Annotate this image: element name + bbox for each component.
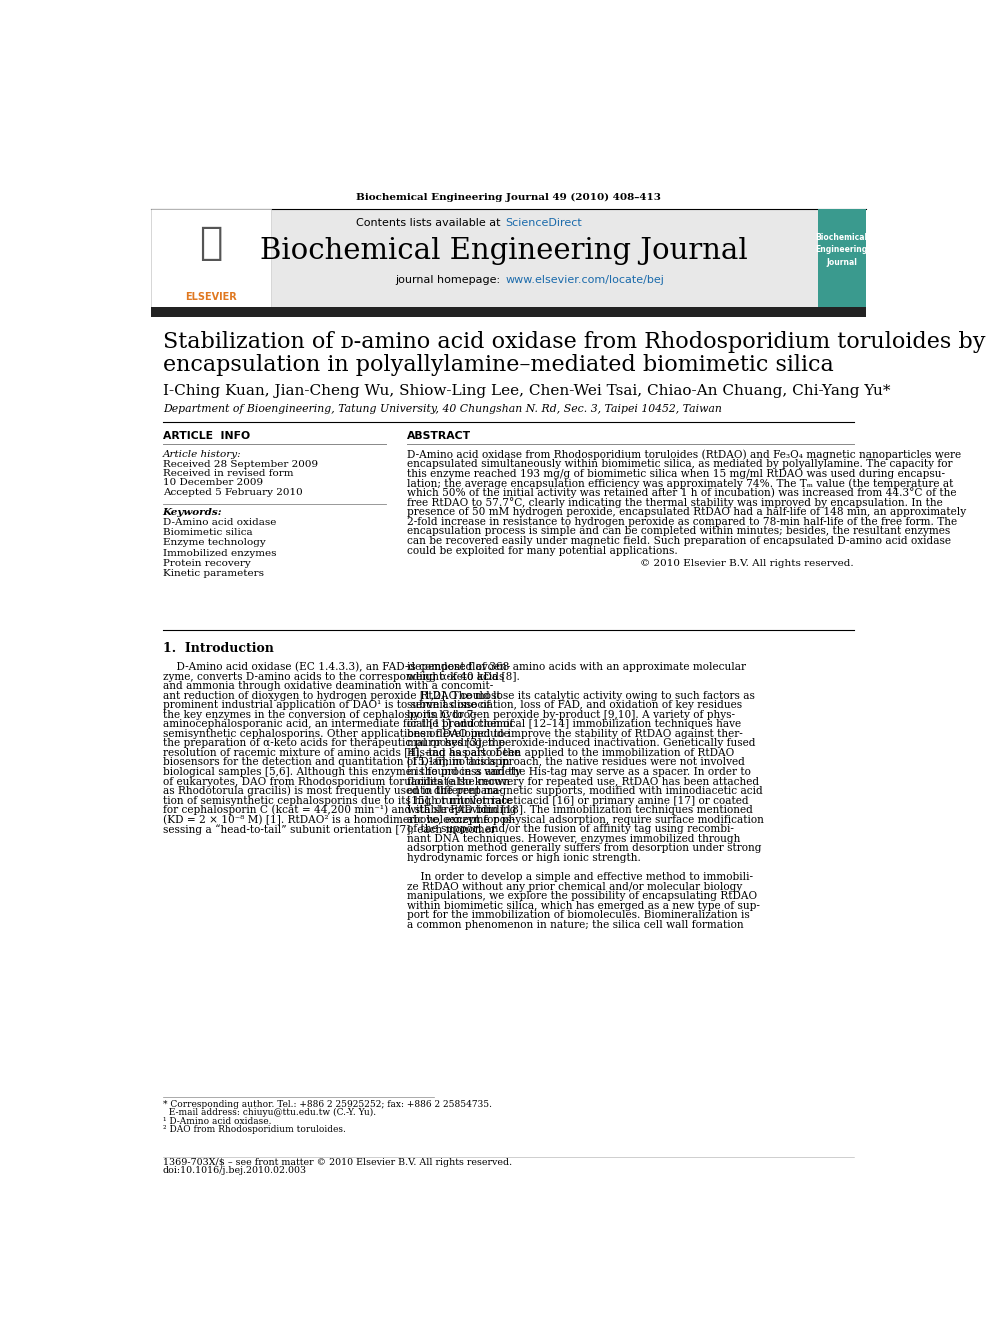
- Text: ABSTRACT: ABSTRACT: [407, 431, 471, 441]
- Text: Stabilization of ᴅ-amino acid oxidase from Rhodosporidium toruloides by: Stabilization of ᴅ-amino acid oxidase fr…: [163, 331, 985, 353]
- Text: resolution of racemic mixture of amino acids [4], and as part of the: resolution of racemic mixture of amino a…: [163, 747, 520, 758]
- Text: for cephalosporin C (kcat = 44,200 min⁻¹) and stable FAD binding: for cephalosporin C (kcat = 44,200 min⁻¹…: [163, 804, 516, 815]
- Text: Biochemical
Engineering
Journal: Biochemical Engineering Journal: [815, 233, 868, 267]
- Text: Immobilized enzymes: Immobilized enzymes: [163, 549, 276, 557]
- Text: journal homepage:: journal homepage:: [395, 275, 504, 286]
- Text: RtDAO could lose its catalytic activity owing to such factors as: RtDAO could lose its catalytic activity …: [407, 691, 755, 701]
- Text: could be exploited for many potential applications.: could be exploited for many potential ap…: [407, 545, 678, 556]
- Text: the key enzymes in the conversion of cephalosporin C to 7-: the key enzymes in the conversion of cep…: [163, 709, 476, 720]
- Bar: [151, 209, 271, 307]
- Text: sessing a “head-to-tail” subunit orientation [7]; each monomer: sessing a “head-to-tail” subunit orienta…: [163, 824, 495, 835]
- Text: Received in revised form: Received in revised form: [163, 470, 294, 478]
- Bar: [151, 307, 866, 316]
- Text: and ammonia through oxidative deamination with a concomit-: and ammonia through oxidative deaminatio…: [163, 681, 493, 691]
- Text: I-Ching Kuan, Jian-Cheng Wu, Shiow-Ling Lee, Chen-Wei Tsai, Chiao-An Chuang, Chi: I-Ching Kuan, Jian-Cheng Wu, Shiow-Ling …: [163, 384, 890, 398]
- Text: Accepted 5 February 2010: Accepted 5 February 2010: [163, 488, 303, 496]
- Text: in the process and the His-tag may serve as a spacer. In order to: in the process and the His-tag may serve…: [407, 767, 751, 777]
- Text: ScienceDirect: ScienceDirect: [505, 218, 582, 229]
- Text: facilitate the recovery for repeated use, RtDAO has been attached: facilitate the recovery for repeated use…: [407, 777, 759, 787]
- Text: weight of 40 kDa [8].: weight of 40 kDa [8].: [407, 672, 520, 681]
- Text: D-Amino acid oxidase: D-Amino acid oxidase: [163, 519, 276, 528]
- Text: In order to develop a simple and effective method to immobili-: In order to develop a simple and effecti…: [407, 872, 753, 882]
- Text: adsorption method generally suffers from desorption under strong: adsorption method generally suffers from…: [407, 843, 762, 853]
- Text: subunit dissociation, loss of FAD, and oxidation of key residues: subunit dissociation, loss of FAD, and o…: [407, 700, 742, 710]
- Text: lation; the average encapsulation efficiency was approximately 74%. The Tₘ value: lation; the average encapsulation effici…: [407, 478, 953, 488]
- Text: within biomimetic silica, which has emerged as a new type of sup-: within biomimetic silica, which has emer…: [407, 901, 760, 910]
- Text: as Rhodotorula gracilis) is most frequently used in the prepara-: as Rhodotorula gracilis) is most frequen…: [163, 786, 502, 796]
- Text: doi:10.1016/j.bej.2010.02.003: doi:10.1016/j.bej.2010.02.003: [163, 1166, 307, 1175]
- Text: is composed of 368 amino acids with an approximate molecular: is composed of 368 amino acids with an a…: [407, 662, 746, 672]
- Text: ant reduction of dioxygen to hydrogen peroxide [1,2]. The most: ant reduction of dioxygen to hydrogen pe…: [163, 691, 500, 701]
- Text: * Corresponding author. Tel.: +886 2 25925252; fax: +886 2 25854735.: * Corresponding author. Tel.: +886 2 259…: [163, 1099, 492, 1109]
- Text: mal or hydrogen peroxide-induced inactivation. Genetically fused: mal or hydrogen peroxide-induced inactiv…: [407, 738, 755, 749]
- Text: 2-fold increase in resistance to hydrogen peroxide as compared to 78-min half-li: 2-fold increase in resistance to hydroge…: [407, 517, 957, 527]
- Text: nant DNA techniques. However, enzymes immobilized through: nant DNA techniques. However, enzymes im…: [407, 833, 740, 844]
- Text: ical [11] and chemical [12–14] immobilization techniques have: ical [11] and chemical [12–14] immobiliz…: [407, 720, 741, 729]
- Text: with streptavidin [18]. The immobilization techniques mentioned: with streptavidin [18]. The immobilizati…: [407, 806, 753, 815]
- Text: Contents lists available at: Contents lists available at: [356, 218, 504, 229]
- Text: Biochemical Engineering Journal: Biochemical Engineering Journal: [260, 237, 748, 265]
- Text: zyme, converts D-amino acids to the corresponding α-keto acids: zyme, converts D-amino acids to the corr…: [163, 672, 504, 681]
- Text: © 2010 Elsevier B.V. All rights reserved.: © 2010 Elsevier B.V. All rights reserved…: [641, 558, 854, 568]
- Text: Protein recovery: Protein recovery: [163, 558, 251, 568]
- Text: aminocephalosporanic acid, an intermediate for the production of: aminocephalosporanic acid, an intermedia…: [163, 720, 513, 729]
- Text: 1369-703X/$ – see front matter © 2010 Elsevier B.V. All rights reserved.: 1369-703X/$ – see front matter © 2010 El…: [163, 1158, 512, 1167]
- Text: [15], or nitrilotriaceticacid [16] or primary amine [17] or coated: [15], or nitrilotriaceticacid [16] or pr…: [407, 795, 749, 806]
- Text: E-mail address: chiuyu@ttu.edu.tw (C.-Y. Yu).: E-mail address: chiuyu@ttu.edu.tw (C.-Y.…: [163, 1109, 376, 1118]
- Text: 🌲: 🌲: [199, 225, 222, 262]
- Text: Biochemical Engineering Journal 49 (2010) 408–413: Biochemical Engineering Journal 49 (2010…: [356, 193, 661, 202]
- Text: ELSEVIER: ELSEVIER: [185, 292, 237, 303]
- Text: free RtDAO to 57.7°C, clearly indicating the thermal stability was improved by e: free RtDAO to 57.7°C, clearly indicating…: [407, 497, 942, 508]
- Text: hydrodynamic forces or high ionic strength.: hydrodynamic forces or high ionic streng…: [407, 853, 641, 863]
- Text: D-Amino acid oxidase from Rhodosporidium toruloides (RtDAO) and Fe₃O₄ magnetic n: D-Amino acid oxidase from Rhodosporidium…: [407, 450, 961, 459]
- Text: Biomimetic silica: Biomimetic silica: [163, 528, 252, 537]
- Text: 10 December 2009: 10 December 2009: [163, 479, 263, 487]
- Text: prominent industrial application of DAO¹ is to serve as one of: prominent industrial application of DAO¹…: [163, 700, 490, 710]
- Text: biological samples [5,6]. Although this enzyme is found in a variety: biological samples [5,6]. Although this …: [163, 767, 521, 777]
- Text: Received 28 September 2009: Received 28 September 2009: [163, 460, 317, 468]
- Text: Enzyme technology: Enzyme technology: [163, 538, 266, 548]
- Text: D-Amino acid oxidase (EC 1.4.3.3), an FAD-dependent flavoen-: D-Amino acid oxidase (EC 1.4.3.3), an FA…: [163, 662, 510, 672]
- Text: above, except for physical adsorption, require surface modification: above, except for physical adsorption, r…: [407, 815, 764, 824]
- Text: ze RtDAO without any prior chemical and/or molecular biology: ze RtDAO without any prior chemical and/…: [407, 881, 742, 892]
- Text: semisynthetic cephalosporins. Other applications of DAO include: semisynthetic cephalosporins. Other appl…: [163, 729, 510, 738]
- Text: biosensors for the detection and quantitation of D-amino acids in: biosensors for the detection and quantit…: [163, 758, 509, 767]
- Text: www.elsevier.com/locate/bej: www.elsevier.com/locate/bej: [505, 275, 665, 286]
- Text: Kinetic parameters: Kinetic parameters: [163, 569, 264, 578]
- Text: which 50% of the initial activity was retained after 1 h of incubation) was incr: which 50% of the initial activity was re…: [407, 487, 956, 499]
- Text: encapsulation process is simple and can be completed within minutes; besides, th: encapsulation process is simple and can …: [407, 527, 950, 536]
- Text: 1.  Introduction: 1. Introduction: [163, 642, 274, 655]
- Text: encapsulated simultaneously within biomimetic silica, as mediated by polyallylam: encapsulated simultaneously within biomi…: [407, 459, 952, 470]
- Text: ARTICLE  INFO: ARTICLE INFO: [163, 431, 250, 441]
- Text: manipulations, we explore the possibility of encapsulating RtDAO: manipulations, we explore the possibilit…: [407, 892, 757, 901]
- Text: [15,16]; in this approach, the native residues were not involved: [15,16]; in this approach, the native re…: [407, 758, 745, 767]
- Text: Department of Bioengineering, Tatung University, 40 Chungshan N. Rd, Sec. 3, Tai: Department of Bioengineering, Tatung Uni…: [163, 404, 721, 414]
- Text: port for the immobilization of biomolecules. Biomineralization is: port for the immobilization of biomolecu…: [407, 910, 750, 921]
- Text: Article history:: Article history:: [163, 450, 241, 459]
- Text: can be recovered easily under magnetic field. Such preparation of encapsulated D: can be recovered easily under magnetic f…: [407, 536, 951, 546]
- Text: ² DAO from Rhodosporidium toruloides.: ² DAO from Rhodosporidium toruloides.: [163, 1126, 345, 1134]
- Text: the preparation of α-keto acids for therapeutic purposes [3], the: the preparation of α-keto acids for ther…: [163, 738, 505, 749]
- Text: onto different magnetic supports, modified with iminodiacetic acid: onto different magnetic supports, modifi…: [407, 786, 763, 796]
- Text: this enzyme reached 193 mg/g of biomimetic silica when 15 mg/ml RtDAO was used d: this enzyme reached 193 mg/g of biomimet…: [407, 468, 944, 479]
- Text: tion of semisynthetic cephalosporins due to its high turnover rate: tion of semisynthetic cephalosporins due…: [163, 795, 512, 806]
- Text: (KD = 2 × 10⁻⁸ M) [1]. RtDAO² is a homodimeric holoenzyme pos-: (KD = 2 × 10⁻⁸ M) [1]. RtDAO² is a homod…: [163, 815, 515, 826]
- Text: been developed to improve the stability of RtDAO against ther-: been developed to improve the stability …: [407, 729, 743, 738]
- Bar: [151, 209, 866, 307]
- Text: by its hydrogen peroxide by-product [9,10]. A variety of phys-: by its hydrogen peroxide by-product [9,1…: [407, 709, 735, 720]
- Text: ¹ D-Amino acid oxidase.: ¹ D-Amino acid oxidase.: [163, 1117, 271, 1126]
- Bar: [817, 209, 866, 307]
- Text: a common phenomenon in nature; the silica cell wall formation: a common phenomenon in nature; the silic…: [407, 919, 743, 930]
- Text: His-tag has also been applied to the immobilization of RtDAO: His-tag has also been applied to the imm…: [407, 747, 734, 758]
- Text: of the support and/or the fusion of affinity tag using recombi-: of the support and/or the fusion of affi…: [407, 824, 734, 835]
- Text: encapsulation in polyallylamine–mediated biomimetic silica: encapsulation in polyallylamine–mediated…: [163, 355, 833, 376]
- Text: presence of 50 mM hydrogen peroxide, encapsulated RtDAO had a half-life of 148 m: presence of 50 mM hydrogen peroxide, enc…: [407, 507, 966, 517]
- Text: Keywords:: Keywords:: [163, 508, 222, 517]
- Text: of eukaryotes, DAO from Rhodosporidium toruloides (also known: of eukaryotes, DAO from Rhodosporidium t…: [163, 777, 510, 787]
